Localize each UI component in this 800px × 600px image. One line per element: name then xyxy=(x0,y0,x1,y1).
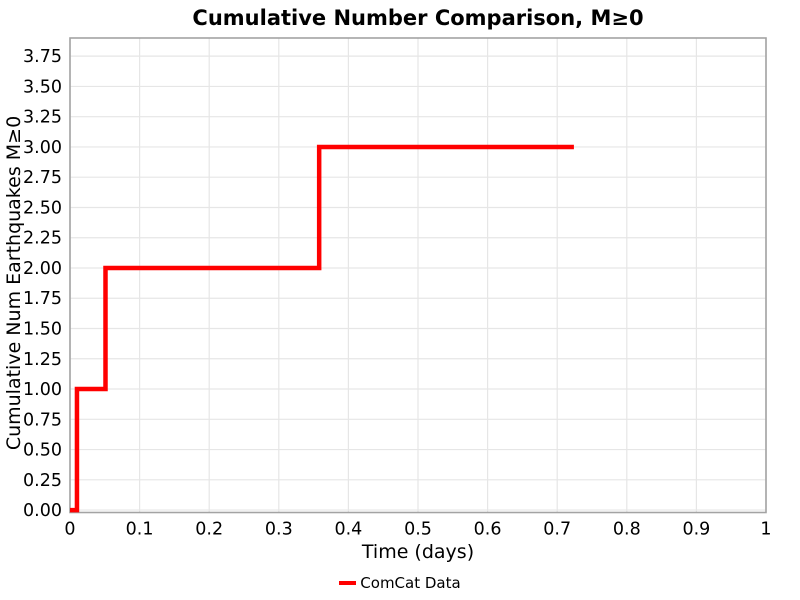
y-tick-label: 0.50 xyxy=(23,441,62,461)
x-tick-label: 1 xyxy=(760,520,771,540)
y-tick-label: 3.00 xyxy=(23,138,62,158)
legend-line-marker xyxy=(339,581,357,585)
x-tick-label: 0 xyxy=(64,520,75,540)
y-axis-label: Cumulative Num Earthquakes M≥0 xyxy=(3,115,25,451)
y-tick-label: 0.75 xyxy=(23,410,62,430)
y-tick-label: 1.25 xyxy=(23,350,62,370)
y-tick-label: 0.25 xyxy=(23,471,62,491)
y-tick-label: 2.25 xyxy=(23,229,62,249)
legend-label: ComCat Data xyxy=(360,574,461,592)
y-tick-label: 2.75 xyxy=(23,168,62,188)
x-tick-label: 0.7 xyxy=(543,520,571,540)
x-axis-label: Time (days) xyxy=(361,541,475,563)
legend: ComCat Data xyxy=(0,574,800,592)
x-tick-label: 0.6 xyxy=(474,520,502,540)
y-tick-label: 2.50 xyxy=(23,198,62,218)
x-tick-label: 0.3 xyxy=(265,520,293,540)
y-tick-label: 1.00 xyxy=(23,380,62,400)
y-tick-label: 1.75 xyxy=(23,289,62,309)
y-tick-label: 3.50 xyxy=(23,77,62,97)
y-tick-label: 0.00 xyxy=(23,501,62,521)
x-tick-label: 0.2 xyxy=(195,520,223,540)
y-tick-label: 3.25 xyxy=(23,108,62,128)
x-tick-label: 0.1 xyxy=(126,520,154,540)
x-tick-label: 0.5 xyxy=(404,520,432,540)
chart-title: Cumulative Number Comparison, M≥0 xyxy=(192,6,644,30)
data-series-line xyxy=(70,144,574,513)
y-tick-label: 1.50 xyxy=(23,320,62,340)
y-tick-label: 3.75 xyxy=(23,47,62,67)
x-tick-label: 0.8 xyxy=(613,520,641,540)
x-tick-label: 0.9 xyxy=(682,520,710,540)
y-tick-label: 2.00 xyxy=(23,259,62,279)
x-tick-label: 0.4 xyxy=(334,520,362,540)
axes-spines xyxy=(69,37,767,514)
